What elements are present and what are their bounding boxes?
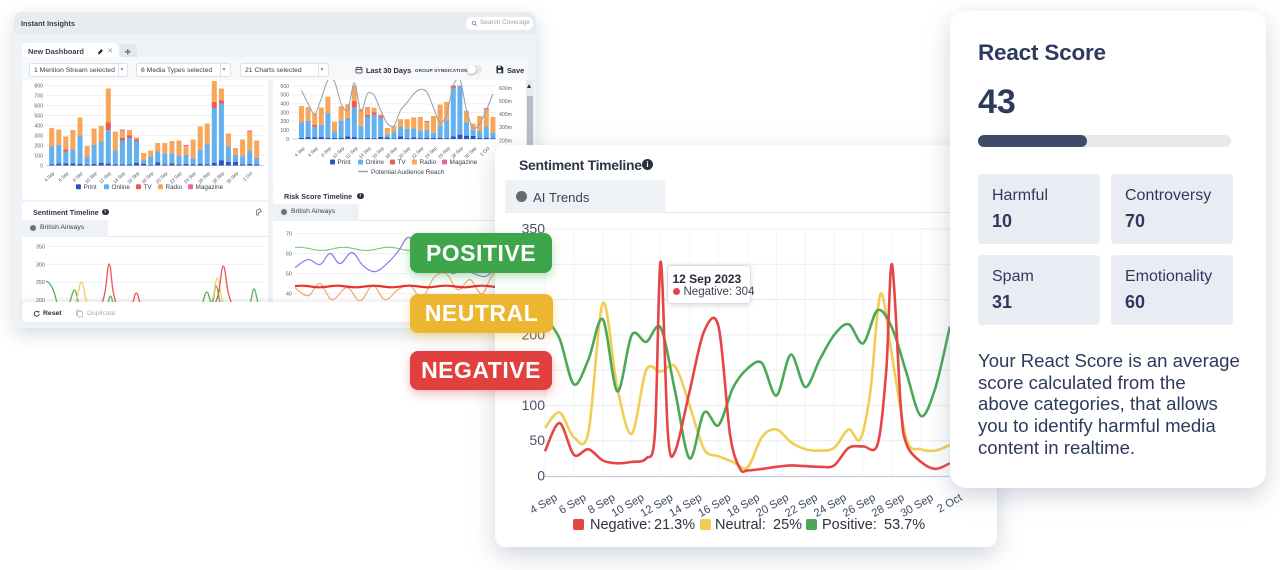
svg-text:400: 400	[280, 102, 289, 108]
svg-text:12 Sep: 12 Sep	[345, 145, 359, 159]
svg-text:30 Sep: 30 Sep	[225, 170, 239, 184]
svg-text:14 Sep: 14 Sep	[358, 145, 372, 159]
svg-text:100: 100	[34, 153, 43, 159]
svg-text:0: 0	[286, 137, 289, 143]
svg-text:Print: Print	[338, 159, 351, 166]
svg-text:300m: 300m	[499, 125, 512, 131]
svg-text:4 Sep: 4 Sep	[294, 145, 306, 157]
svg-text:200: 200	[36, 298, 45, 303]
svg-text:26 Sep: 26 Sep	[437, 145, 451, 159]
svg-text:700: 700	[34, 93, 43, 99]
svg-text:Print: Print	[84, 184, 97, 191]
svg-text:500: 500	[280, 93, 289, 99]
svg-text:600: 600	[280, 84, 289, 90]
svg-text:6 Sep: 6 Sep	[557, 492, 588, 517]
svg-text:300: 300	[280, 110, 289, 116]
svg-text:50: 50	[286, 272, 292, 278]
svg-text:600: 600	[34, 103, 43, 109]
svg-text:4 Sep: 4 Sep	[43, 170, 55, 182]
svg-text:600m: 600m	[499, 86, 512, 92]
svg-text:14 Sep: 14 Sep	[112, 170, 126, 184]
svg-text:40: 40	[286, 292, 292, 298]
svg-text:14 Sep: 14 Sep	[667, 492, 704, 520]
svg-text:22 Sep: 22 Sep	[411, 145, 425, 159]
svg-text:28 Sep: 28 Sep	[211, 170, 225, 184]
svg-text:250: 250	[36, 280, 45, 286]
svg-text:16 Sep: 16 Sep	[696, 492, 733, 520]
svg-text:20 Sep: 20 Sep	[754, 492, 791, 520]
svg-text:30 Sep: 30 Sep	[899, 492, 936, 520]
svg-text:4 Sep: 4 Sep	[528, 492, 559, 517]
svg-text:26 Sep: 26 Sep	[197, 170, 211, 184]
svg-text:Potential Audience Reach: Potential Audience Reach	[371, 169, 445, 176]
svg-text:18 Sep: 18 Sep	[384, 145, 398, 159]
svg-text:28 Sep: 28 Sep	[870, 492, 907, 520]
svg-text:28 Sep: 28 Sep	[450, 145, 464, 159]
svg-text:Magazine: Magazine	[196, 184, 224, 191]
svg-text:70: 70	[286, 231, 292, 237]
svg-text:350: 350	[36, 245, 45, 251]
svg-text:350: 350	[522, 221, 546, 237]
svg-text:100: 100	[522, 397, 546, 413]
svg-text:500: 500	[34, 113, 43, 119]
svg-text:2 Oct: 2 Oct	[935, 491, 965, 515]
svg-text:Radio: Radio	[420, 159, 437, 166]
svg-text:Radio: Radio	[166, 184, 183, 191]
svg-text:18 Sep: 18 Sep	[725, 492, 762, 520]
svg-text:30 Sep: 30 Sep	[463, 145, 477, 159]
svg-text:2 Oct: 2 Oct	[242, 170, 254, 182]
svg-text:2 Oct: 2 Oct	[479, 145, 491, 157]
svg-text:20 Sep: 20 Sep	[155, 170, 169, 184]
svg-text:10 Sep: 10 Sep	[84, 170, 98, 184]
svg-text:500m: 500m	[499, 99, 512, 105]
svg-text:18 Sep: 18 Sep	[141, 170, 155, 184]
svg-text:200: 200	[280, 119, 289, 125]
svg-text:800: 800	[34, 83, 43, 89]
svg-text:0: 0	[40, 163, 43, 169]
svg-text:Online: Online	[112, 184, 131, 191]
svg-text:300: 300	[34, 133, 43, 139]
svg-text:0: 0	[537, 468, 545, 484]
svg-text:60: 60	[286, 252, 292, 258]
svg-text:400m: 400m	[499, 112, 512, 118]
svg-text:20 Sep: 20 Sep	[397, 145, 411, 159]
svg-text:24 Sep: 24 Sep	[183, 170, 197, 184]
svg-text:16 Sep: 16 Sep	[371, 145, 385, 159]
svg-text:200m: 200m	[499, 138, 512, 144]
svg-text:16 Sep: 16 Sep	[126, 170, 140, 184]
svg-text:24 Sep: 24 Sep	[812, 492, 849, 520]
svg-text:300: 300	[36, 262, 45, 268]
svg-text:400: 400	[34, 123, 43, 129]
svg-text:22 Sep: 22 Sep	[783, 492, 820, 520]
svg-text:TV: TV	[144, 184, 153, 191]
svg-text:50: 50	[529, 432, 545, 448]
svg-text:100: 100	[280, 128, 289, 134]
svg-text:12 Sep: 12 Sep	[98, 170, 112, 184]
svg-text:24 Sep: 24 Sep	[424, 145, 438, 159]
svg-text:10 Sep: 10 Sep	[331, 145, 345, 159]
svg-text:TV: TV	[398, 159, 407, 166]
svg-text:Magazine: Magazine	[450, 159, 478, 166]
svg-text:8 Sep: 8 Sep	[72, 170, 84, 182]
svg-text:22 Sep: 22 Sep	[169, 170, 183, 184]
svg-text:26 Sep: 26 Sep	[841, 492, 878, 520]
svg-text:200: 200	[34, 143, 43, 149]
svg-text:6 Sep: 6 Sep	[58, 170, 70, 182]
svg-text:10 Sep: 10 Sep	[610, 492, 647, 520]
svg-text:Online: Online	[366, 159, 385, 166]
svg-text:6 Sep: 6 Sep	[307, 145, 319, 157]
svg-text:12 Sep: 12 Sep	[638, 492, 675, 520]
